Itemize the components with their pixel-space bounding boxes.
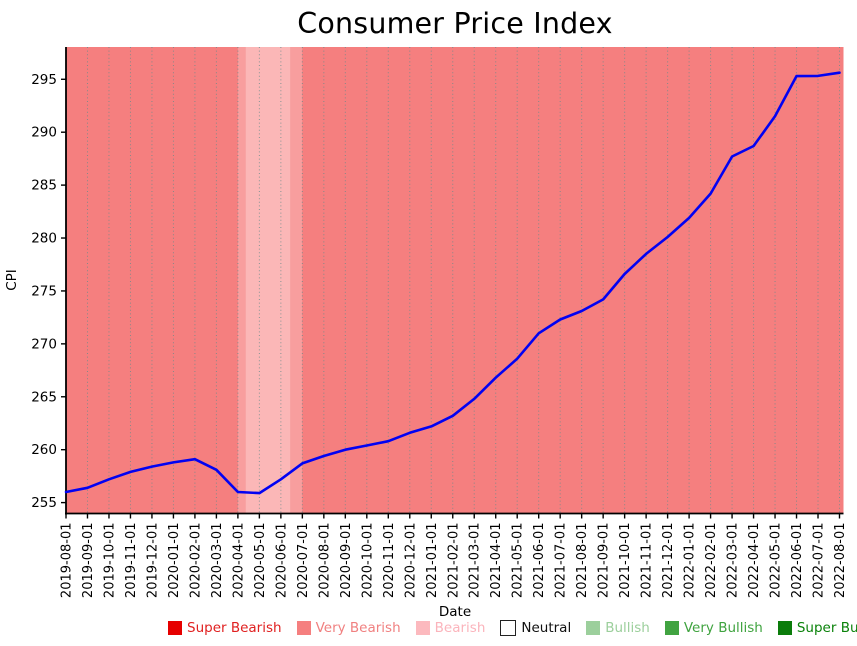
x-tick-label: 2019-11-01: [124, 523, 139, 599]
x-tick-label: 2021-07-01: [554, 523, 569, 599]
x-tick-label: 2020-10-01: [360, 523, 375, 599]
x-tick-label: 2021-05-01: [511, 523, 526, 599]
x-tick-label: 2020-02-01: [188, 523, 203, 599]
x-tick-label: 2019-10-01: [102, 523, 117, 599]
y-tick-label: 295: [31, 72, 57, 88]
x-tick-label: 2020-01-01: [167, 523, 182, 599]
x-tick-label: 2022-07-01: [812, 523, 827, 599]
legend-swatch: [586, 621, 601, 635]
x-tick-label: 2021-08-01: [575, 523, 590, 599]
x-tick-label: 2020-11-01: [382, 523, 397, 599]
y-axis-ticks: 255 260 265 270 275 280 285 290 295: [31, 72, 66, 511]
x-tick-label: 2021-10-01: [618, 523, 633, 599]
x-tick-label: 2020-05-01: [253, 523, 268, 599]
x-tick-label: 2022-08-01: [833, 523, 848, 599]
legend-label: Very Bearish: [315, 620, 401, 636]
x-tick-label: 2020-07-01: [296, 523, 311, 599]
legend-item-bearish: Bearish: [415, 620, 486, 636]
x-tick-label: 2020-09-01: [339, 523, 354, 599]
legend-swatch: [415, 621, 430, 635]
x-tick-label: 2022-06-01: [790, 523, 805, 599]
x-tick-label: 2021-12-01: [661, 523, 676, 599]
x-tick-label: 2021-04-01: [489, 523, 504, 599]
x-tick-label: 2021-03-01: [468, 523, 483, 599]
y-tick-label: 285: [31, 178, 57, 194]
legend-swatch: [168, 621, 182, 635]
legend-label: Super Bearish: [187, 620, 282, 636]
chart-title: Consumer Price Index: [297, 7, 613, 40]
legend-item-bullish: Bullish: [586, 620, 650, 636]
legend-swatch: [296, 621, 311, 635]
x-tick-label: 2020-04-01: [231, 523, 246, 599]
y-tick-label: 265: [31, 389, 57, 405]
x-tick-label: 2019-08-01: [60, 523, 75, 599]
legend-item-super-bullish: Super Bullish: [777, 620, 857, 636]
legend-swatch: [664, 621, 679, 635]
x-axis-ticks: 2019-08-01 2019-09-01 2019-10-01 2019-11-01…: [60, 513, 848, 599]
x-axis-title: Date: [438, 604, 472, 620]
x-tick-label: 2021-01-01: [425, 523, 440, 599]
x-tick-label: 2020-06-01: [274, 523, 289, 599]
legend-label: Very Bullish: [683, 620, 763, 636]
x-tick-label: 2022-04-01: [747, 523, 762, 599]
x-tick-label: 2020-08-01: [317, 523, 332, 599]
x-tick-label: 2020-03-01: [210, 523, 225, 599]
legend-item-very-bearish: Very Bearish: [296, 620, 401, 636]
legend-item-neutral: Neutral: [500, 620, 571, 636]
legend-swatch: [777, 621, 792, 635]
cpi-line-series: [64, 71, 841, 495]
x-tick-label: 2022-02-01: [704, 523, 719, 599]
y-tick-label: 280: [31, 231, 57, 247]
x-tick-label: 2022-05-01: [769, 523, 784, 599]
sentiment-bands: [66, 47, 844, 514]
x-tick-label: 2022-03-01: [726, 523, 741, 599]
y-tick-label: 270: [31, 336, 57, 352]
x-tick-label: 2021-11-01: [640, 523, 655, 599]
legend-label: Bearish: [434, 620, 486, 636]
legend-label: Bullish: [605, 620, 650, 636]
y-axis-title: CPI: [4, 269, 20, 291]
x-tick-label: 2021-06-01: [532, 523, 547, 599]
legend-label: Neutral: [521, 620, 572, 636]
x-tick-label: 2022-01-01: [683, 523, 698, 599]
x-tick-label: 2019-09-01: [81, 523, 96, 599]
x-tick-label: 2021-02-01: [446, 523, 461, 599]
x-tick-label: 2021-09-01: [597, 523, 612, 599]
x-tick-label: 2019-12-01: [145, 523, 160, 599]
legend-label: Super Bullish: [796, 620, 857, 636]
y-tick-label: 260: [31, 442, 57, 458]
y-tick-label: 275: [31, 283, 57, 299]
legend-item-very-bullish: Very Bullish: [664, 620, 763, 636]
legend-item-super-bearish: Super Bearish: [168, 620, 282, 636]
x-tick-label: 2020-12-01: [403, 523, 418, 599]
legend-swatch: [500, 620, 517, 636]
y-tick-label: 255: [31, 495, 57, 511]
sentiment-legend: Super Bearish Very Bearish Bearish Neutral B…: [168, 620, 857, 636]
y-tick-label: 290: [31, 125, 57, 141]
